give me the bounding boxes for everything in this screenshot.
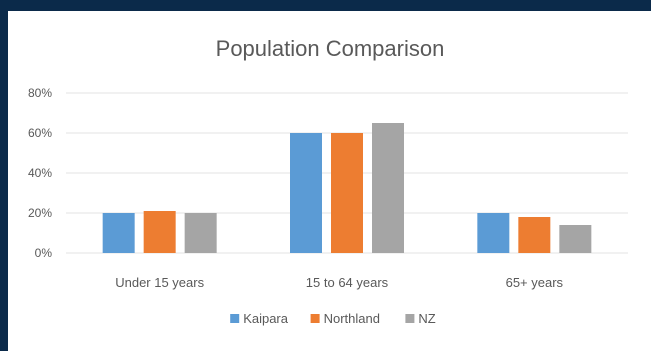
population-chart: Population Comparison 0% 20% 40% 60% 80% Und… (28, 36, 628, 326)
y-tick-label: 80% (28, 86, 52, 100)
bar-northland-1 (143, 211, 176, 253)
legend-label-northland: Northland (324, 311, 380, 326)
bar-kaipara-2 (290, 133, 322, 253)
bar-kaipara-3 (477, 213, 510, 253)
y-tick-label: 20% (28, 206, 52, 220)
bar-northland-3 (518, 217, 551, 253)
x-category-label: Under 15 years (115, 275, 204, 290)
legend-label-kaipara: Kaipara (243, 311, 289, 326)
bar-kaipara-1 (102, 213, 135, 253)
legend: Kaipara Northland NZ (230, 311, 436, 326)
legend-swatch-northland (310, 314, 320, 323)
x-axis: Under 15 years 15 to 64 years 65+ years (115, 275, 563, 290)
legend-swatch-nz (405, 314, 415, 323)
y-tick-label: 40% (28, 166, 52, 180)
y-tick-label: 0% (35, 246, 53, 260)
bar-nz-1 (184, 213, 217, 253)
bars (102, 123, 592, 253)
bar-nz-3 (559, 225, 592, 253)
legend-label-nz: NZ (418, 311, 435, 326)
y-axis: 0% 20% 40% 60% 80% (28, 86, 52, 260)
x-category-label: 15 to 64 years (306, 275, 389, 290)
bar-nz-2 (372, 123, 404, 253)
chart-panel: Population Comparison 0% 20% 40% 60% 80% Und… (8, 11, 651, 351)
x-category-label: 65+ years (506, 275, 564, 290)
chart-title: Population Comparison (216, 36, 445, 61)
y-tick-label: 60% (28, 126, 52, 140)
legend-swatch-kaipara (230, 314, 240, 323)
bar-northland-2 (331, 133, 363, 253)
